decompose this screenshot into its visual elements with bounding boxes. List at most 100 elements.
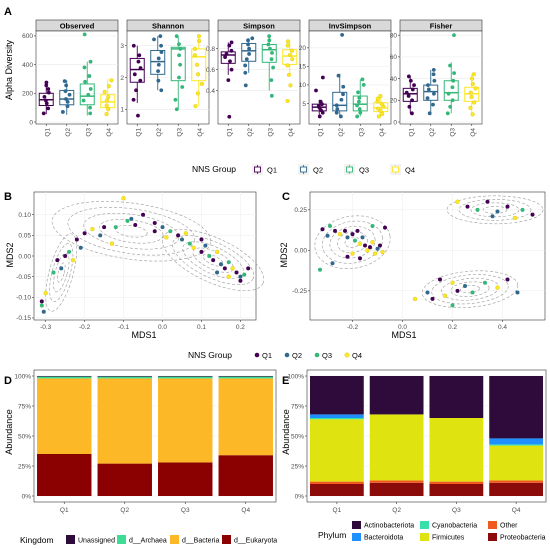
density-contour — [322, 220, 383, 264]
data-point — [316, 104, 321, 108]
data-point — [380, 249, 385, 255]
data-point — [109, 78, 114, 83]
density-contour — [431, 274, 509, 305]
data-point — [431, 102, 435, 107]
data-point — [340, 32, 345, 37]
data-point — [404, 90, 409, 95]
data-point — [230, 266, 235, 271]
data-point — [357, 95, 362, 100]
data-point — [199, 249, 204, 254]
data-point — [427, 111, 432, 116]
plot-area — [309, 191, 546, 321]
legend-label: Q3 — [359, 166, 369, 175]
data-point — [363, 243, 367, 248]
facet-fisher: Fisher 0 20 40 60 80 Q1 Q2 Q3 Q4 — [390, 19, 483, 137]
legend-key-swatch — [488, 533, 497, 541]
x-tick-label: Q3 — [452, 507, 461, 514]
data-point — [177, 42, 181, 47]
data-point — [358, 256, 362, 261]
data-point — [471, 72, 476, 77]
data-point — [106, 94, 111, 99]
data-point — [159, 43, 163, 48]
data-point — [226, 260, 231, 265]
data-point — [470, 290, 475, 295]
legend-key-swatch — [352, 521, 361, 529]
box-iqr — [170, 46, 186, 82]
box-q4 — [100, 78, 116, 117]
data-point — [269, 57, 274, 62]
density-contour — [344, 236, 361, 248]
data-point — [44, 83, 49, 88]
box-iqr — [402, 87, 418, 102]
data-point — [455, 199, 460, 204]
facet-title: InvSimpson — [329, 22, 372, 31]
bar-segment-bacteroidota — [489, 438, 544, 445]
box-q4 — [191, 34, 207, 109]
data-point — [285, 99, 290, 104]
data-point — [183, 231, 189, 236]
data-point — [88, 87, 93, 91]
data-point — [227, 114, 232, 119]
data-point — [104, 112, 109, 117]
y-tick-label: 20 — [390, 98, 398, 105]
y-tick-label: 1 — [120, 107, 124, 114]
data-point — [426, 83, 430, 87]
x-tick-label: Q3 — [267, 128, 274, 137]
data-point — [485, 199, 490, 204]
data-point — [335, 107, 340, 111]
x-tick-label: Q2 — [120, 507, 129, 514]
data-point — [62, 79, 67, 83]
data-point — [368, 245, 372, 250]
panel-e-letter: E — [282, 375, 289, 387]
data-point — [410, 111, 414, 116]
x-tick-label: Q1 — [135, 128, 142, 137]
bar-segment-bacteroidota — [309, 414, 364, 418]
density-contour — [99, 218, 164, 244]
y-tick-label: 75% — [291, 403, 304, 410]
bar-segment-other — [429, 481, 484, 484]
data-point — [431, 68, 436, 72]
data-point — [137, 53, 142, 58]
data-point — [372, 251, 378, 256]
data-point — [74, 237, 79, 242]
data-point — [452, 71, 456, 76]
data-point — [407, 104, 412, 109]
data-point — [530, 212, 535, 217]
legend-key-box — [300, 166, 307, 173]
bar-segment-proteobacteria — [309, 484, 364, 496]
data-point — [46, 90, 51, 95]
data-point — [194, 62, 200, 67]
data-point — [192, 53, 197, 58]
data-point — [134, 88, 138, 93]
box-q3 — [352, 77, 368, 119]
data-point — [289, 48, 294, 53]
y-tick-label: 80 — [390, 32, 398, 39]
bar-segment-cyanobacteria — [309, 418, 364, 420]
box-q3 — [443, 33, 459, 116]
data-point — [450, 85, 455, 90]
data-point — [345, 254, 350, 259]
data-point — [159, 88, 164, 93]
data-point — [67, 249, 72, 254]
legend-key-swatch — [66, 535, 75, 544]
density-contour — [162, 229, 265, 292]
data-point — [82, 32, 87, 37]
panel-a-legend-title: NNS Group — [192, 164, 236, 174]
data-point — [87, 74, 92, 78]
data-point — [226, 274, 231, 279]
data-point — [408, 78, 413, 83]
x-tick-label: Q4 — [106, 128, 113, 137]
data-point — [355, 228, 360, 233]
box-q1 — [38, 80, 54, 116]
legend-label: Q2 — [313, 166, 323, 175]
bar-segment-proteobacteria — [369, 482, 424, 496]
x-tick-label: -0.1 — [118, 324, 130, 331]
density-contour — [83, 212, 180, 250]
data-point — [222, 266, 227, 271]
data-point — [410, 87, 415, 92]
data-point — [109, 241, 115, 246]
data-point — [267, 38, 272, 43]
data-point — [445, 111, 450, 116]
data-point — [43, 291, 48, 296]
